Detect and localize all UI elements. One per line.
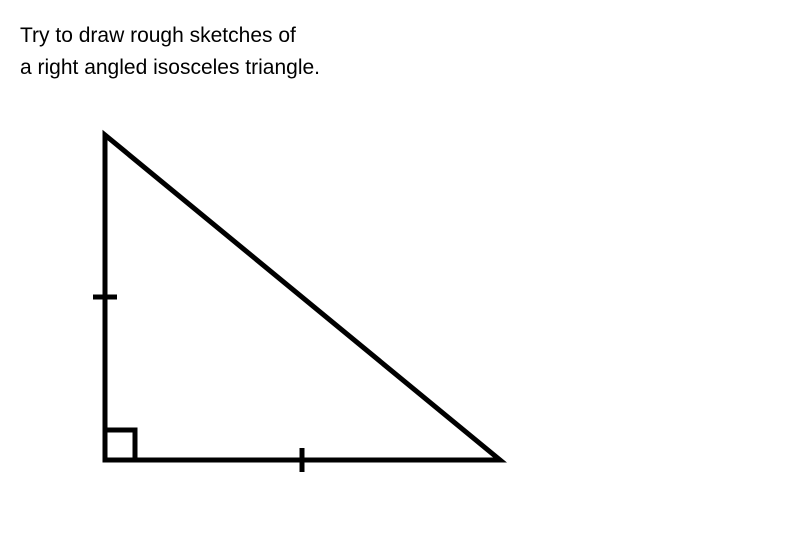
triangle-figure [80, 105, 530, 505]
question-line-2: a right angled isosceles triangle. [20, 56, 320, 79]
question-line-1: Try to draw rough sketches of [20, 24, 296, 47]
question-text: Try to draw rough sketches of a right an… [20, 20, 780, 83]
triangle-path [105, 135, 500, 460]
triangle-svg [80, 105, 530, 505]
right-angle-marker [105, 430, 135, 460]
